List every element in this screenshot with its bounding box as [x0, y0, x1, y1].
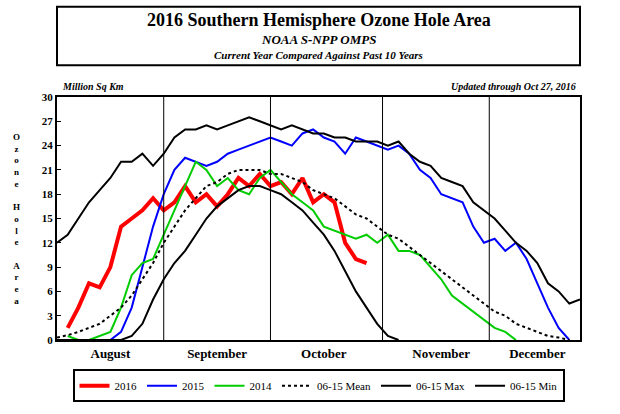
svg-text:9: 9 [47, 261, 53, 273]
svg-text:August: August [90, 346, 130, 361]
svg-text:6: 6 [47, 285, 53, 297]
svg-text:December: December [509, 346, 566, 361]
svg-text:30: 30 [42, 91, 54, 103]
svg-text:06-15 Mean: 06-15 Mean [317, 380, 371, 392]
svg-text:NOAA S-NPP OMPS: NOAA S-NPP OMPS [261, 32, 376, 47]
svg-text:2016 Southern Hemisphere Ozone: 2016 Southern Hemisphere Ozone Hole Area [147, 10, 491, 30]
svg-text:12: 12 [42, 237, 54, 249]
svg-text:Current Year Compared Against: Current Year Compared Against Past 10 Ye… [214, 49, 423, 61]
svg-text:06-15 Min: 06-15 Min [510, 380, 557, 392]
svg-text:2014: 2014 [250, 380, 273, 392]
svg-text:October: October [301, 346, 347, 361]
svg-text:3: 3 [47, 310, 53, 322]
svg-text:27: 27 [42, 115, 54, 127]
svg-text:2015: 2015 [182, 380, 205, 392]
svg-text:18: 18 [42, 188, 54, 200]
svg-text:06-15 Max: 06-15 Max [416, 380, 465, 392]
svg-text:24: 24 [42, 139, 54, 151]
svg-text:Million Sq Km: Million Sq Km [62, 81, 124, 92]
svg-text:2016: 2016 [115, 380, 138, 392]
svg-text:November: November [412, 346, 470, 361]
svg-text:15: 15 [42, 212, 54, 224]
svg-text:Ozone Hole Area: Ozone Hole Area [13, 132, 20, 306]
svg-text:September: September [187, 346, 247, 361]
svg-text:Updated through Oct 27, 2016: Updated through Oct 27, 2016 [451, 81, 576, 92]
svg-text:0: 0 [47, 334, 53, 346]
svg-text:21: 21 [42, 164, 53, 176]
